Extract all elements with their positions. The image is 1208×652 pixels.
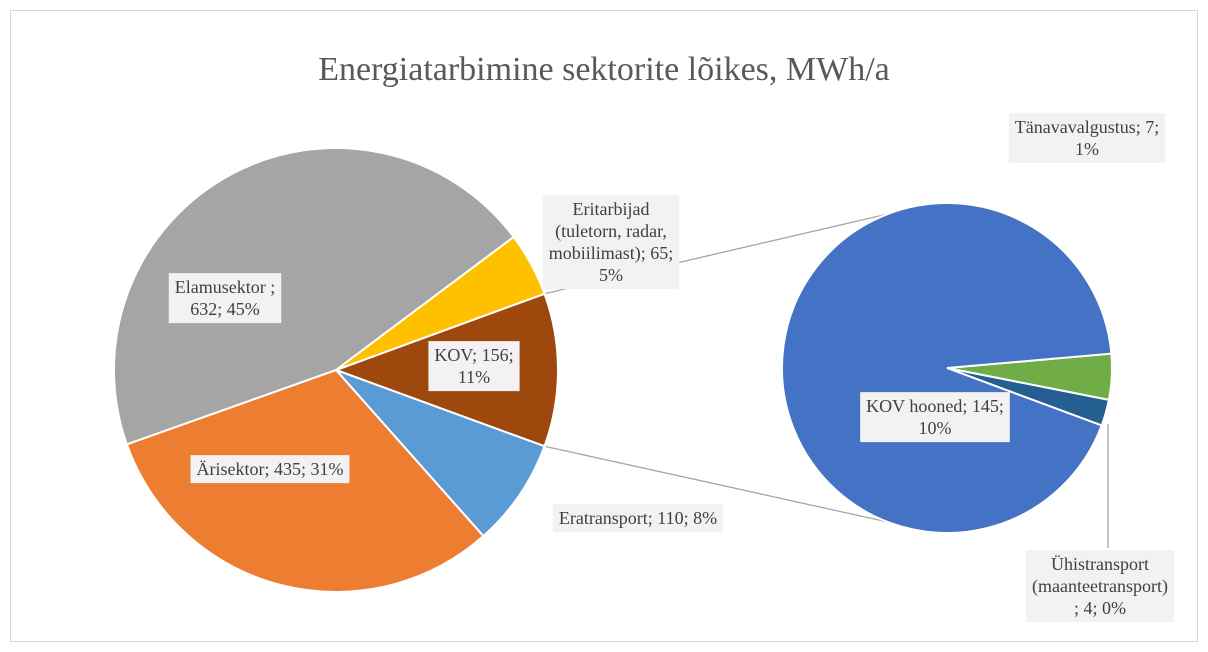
data-label: Eratransport; 110; 8% xyxy=(552,504,724,533)
data-label-text: KOV hooned; 145; 10% xyxy=(866,396,1004,438)
label-line: KOV; 156; xyxy=(434,345,513,365)
label-box xyxy=(1026,550,1174,623)
label-box xyxy=(552,504,724,533)
pie-slice xyxy=(335,369,546,538)
label-line: 5% xyxy=(599,265,623,285)
pie-slice xyxy=(335,235,546,371)
pie-slice xyxy=(113,147,516,446)
data-label-text: Tänavavalgustus; 7; 1% xyxy=(1015,117,1159,159)
data-label: Ärisektor; 435; 31% xyxy=(190,455,350,484)
data-label-text: Ärisektor; 435; 31% xyxy=(197,459,344,479)
slices xyxy=(113,147,1113,593)
data-label-text: Eritarbijad (tuletorn, radar, mobiilimast)… xyxy=(549,199,674,285)
data-label-text: Eratransport; 110; 8% xyxy=(559,508,717,528)
data-label-text: Ühistransport (maanteetransport); 4; 0% xyxy=(1032,554,1168,618)
label-box xyxy=(168,273,282,324)
labels: KOV; 156; 11% Eratransport; 110; 8% Ärisekt… xyxy=(168,113,1174,623)
label-line: 632; 45% xyxy=(190,299,260,319)
label-line: 10% xyxy=(919,418,952,438)
label-line: ; 4; 0% xyxy=(1074,598,1126,618)
label-line: Tänavavalgustus; 7; xyxy=(1015,117,1159,137)
label-line: Ühistransport xyxy=(1051,554,1149,574)
data-label: Tänavavalgustus; 7; 1% xyxy=(1008,113,1166,164)
label-line: KOV hooned; 145; xyxy=(866,396,1004,416)
chart-title: Energiatarbimine sektorite lõikes, MWh/a xyxy=(318,51,890,88)
label-box xyxy=(190,455,350,484)
data-label: KOV; 156; 11% xyxy=(428,341,520,392)
label-line: Ärisektor; 435; 31% xyxy=(197,459,344,479)
label-box xyxy=(428,341,520,392)
label-line: 11% xyxy=(458,367,490,387)
label-line: 1% xyxy=(1075,139,1099,159)
label-box xyxy=(1008,113,1166,164)
label-line: (maanteetransport) xyxy=(1032,576,1168,597)
label-line: (tuletorn, radar, xyxy=(555,221,667,242)
label-line: mobiilimast); 65; xyxy=(549,243,674,264)
data-label: Elamusektor ; 632; 45% xyxy=(168,273,282,324)
data-label: Ühistransport (maanteetransport); 4; 0% xyxy=(1026,550,1174,623)
label-line: Eritarbijad xyxy=(573,199,650,219)
data-label: Eritarbijad (tuletorn, radar, mobiilimast)… xyxy=(542,195,680,290)
label-line: Elamusektor ; xyxy=(175,277,275,297)
pie-slice xyxy=(781,202,1113,535)
label-box xyxy=(542,195,680,290)
data-label: KOV hooned; 145; 10% xyxy=(860,392,1010,443)
label-line: Eratransport; 110; 8% xyxy=(559,508,717,528)
connector-line xyxy=(544,445,889,523)
label-box xyxy=(860,392,1010,443)
data-label-text: KOV; 156; 11% xyxy=(434,345,513,387)
data-label-text: Elamusektor ; 632; 45% xyxy=(175,277,275,319)
